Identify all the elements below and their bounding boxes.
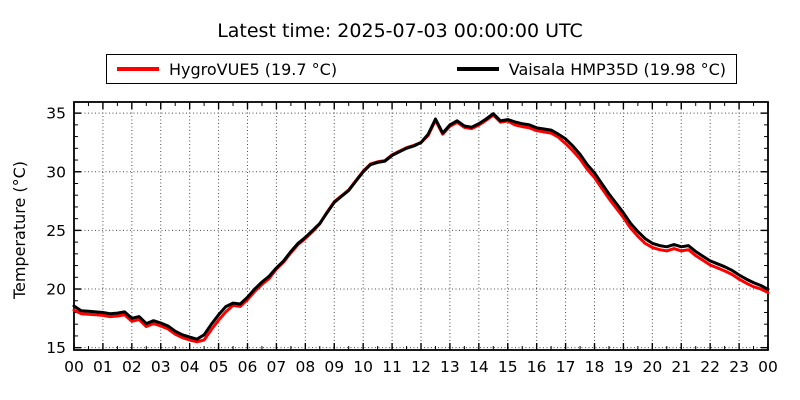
y-tick-label: 30 xyxy=(46,163,66,181)
x-tick-label: 00 xyxy=(64,358,84,376)
x-tick-label: 11 xyxy=(382,358,402,376)
x-tick-label: 00 xyxy=(758,358,778,376)
x-tick-label: 10 xyxy=(353,358,373,376)
x-tick-label: 21 xyxy=(671,358,691,376)
x-tick-label: 12 xyxy=(411,358,431,376)
legend-label-vaisala: Vaisala HMP35D (19.98 °C) xyxy=(508,59,726,79)
legend-label-hygrovue5: HygroVUE5 (19.7 °C) xyxy=(169,59,338,79)
x-tick-label: 19 xyxy=(614,358,634,376)
x-tick-label: 22 xyxy=(700,358,720,376)
legend-line-black-swatch xyxy=(456,67,499,71)
x-tick-label: 14 xyxy=(469,358,489,376)
series-line-vaisala-hmp35d xyxy=(72,112,770,341)
x-tick-label: 15 xyxy=(498,358,518,376)
x-tick-label: 13 xyxy=(440,358,460,376)
x-tick-label: 09 xyxy=(324,358,344,376)
legend-item-vaisala: Vaisala HMP35D (19.98 °C) xyxy=(456,59,726,79)
y-axis-title: Temperature (°C) xyxy=(10,161,29,300)
axes-border xyxy=(73,101,769,351)
x-tick-label: 17 xyxy=(556,358,576,376)
x-tick-label: 08 xyxy=(295,358,315,376)
x-tick-label: 18 xyxy=(585,358,605,376)
y-tick-label: 35 xyxy=(46,105,66,123)
y-tick-label: 15 xyxy=(46,339,66,357)
x-tick-label: 02 xyxy=(122,358,142,376)
x-tick-label: 20 xyxy=(642,358,662,376)
x-tick-label: 06 xyxy=(238,358,258,376)
y-tick-label: 20 xyxy=(46,281,66,299)
x-tick-label: 05 xyxy=(209,358,229,376)
legend-item-hygrovue5: HygroVUE5 (19.7 °C) xyxy=(117,60,337,79)
x-tick-label: 07 xyxy=(267,358,287,376)
y-tick-label: 25 xyxy=(46,222,66,240)
legend: HygroVUE5 (19.7 °C) Vaisala HMP35D (19.9… xyxy=(106,54,737,84)
x-tick-label: 16 xyxy=(527,358,547,376)
x-tick-label: 23 xyxy=(729,358,749,376)
x-tick-label: 03 xyxy=(151,358,171,376)
chart-title: Latest time: 2025-07-03 00:00:00 UTC xyxy=(217,20,583,42)
x-tick-label: 04 xyxy=(180,358,200,376)
x-tick-label: 01 xyxy=(93,358,113,376)
legend-line-red-swatch xyxy=(117,67,159,71)
